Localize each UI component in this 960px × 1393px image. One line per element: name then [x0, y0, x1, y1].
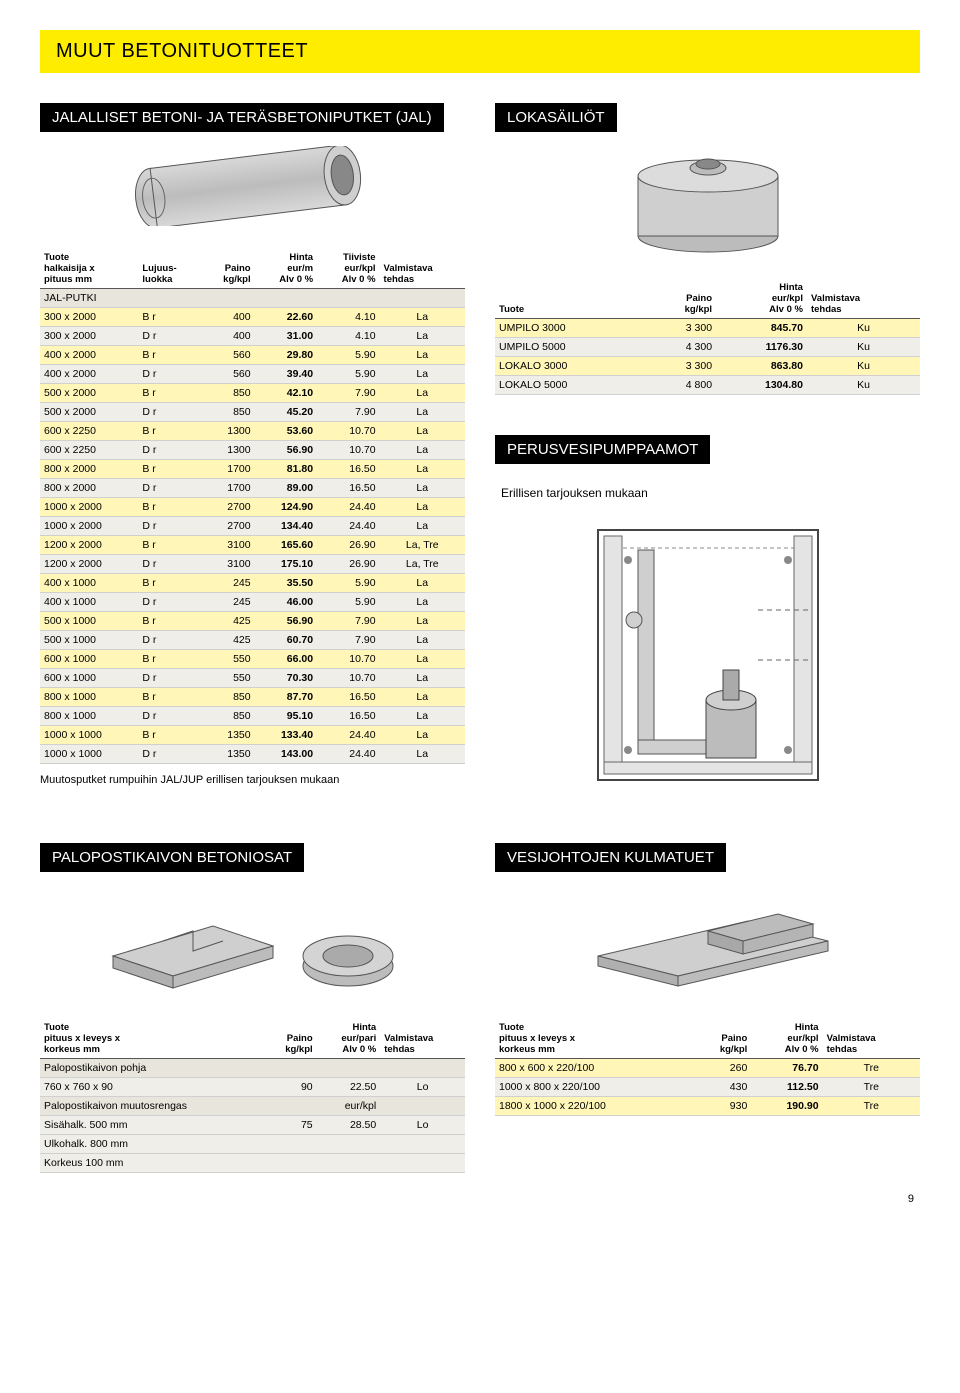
page-number: 9 [40, 1193, 920, 1205]
table-row: 600 x 2250B r130053.6010.70La [40, 422, 465, 441]
vesi-illustration [495, 886, 920, 999]
palo-th-1: Paino kg/kpl [264, 1019, 317, 1059]
pump-illustration [495, 510, 920, 803]
table-row: UMPILO 30003 300845.70Ku [495, 319, 920, 338]
palo-r2a: Sisähalk. 500 mm [40, 1116, 264, 1135]
jal-th-5: Valmistava tehdas [380, 249, 465, 289]
table-row: 800 x 600 x 220/10026076.70Tre [495, 1059, 920, 1078]
section-vesi-title: VESIJOHTOJEN KULMATUET [495, 843, 726, 872]
palo-r1-1: 90 [264, 1078, 317, 1097]
jal-group: JAL-PUTKI [40, 289, 465, 308]
table-row: 800 x 2000B r170081.8016.50La [40, 460, 465, 479]
table-row: 400 x 1000B r24535.505.90La [40, 574, 465, 593]
table-row: 1200 x 2000D r3100175.1026.90La, Tre [40, 555, 465, 574]
loka-th-2: Hinta eur/kpl Alv 0 % [716, 279, 807, 319]
pump-sub: Erillisen tarjouksen mukaan [501, 486, 920, 500]
table-row: 500 x 2000B r85042.107.90La [40, 384, 465, 403]
table-row: LOKALO 30003 300863.80Ku [495, 357, 920, 376]
loka-th-0: Tuote [495, 279, 646, 319]
palo-r1-0: 760 x 760 x 90 [40, 1078, 264, 1097]
table-row: 1000 x 800 x 220/100430112.50Tre [495, 1078, 920, 1097]
table-row: 1800 x 1000 x 220/100930190.90Tre [495, 1097, 920, 1116]
vesi-th-0: Tuote pituus x leveys x korkeus mm [495, 1019, 691, 1059]
section-loka-title: LOKASÄILIÖT [495, 103, 617, 132]
palo-r2a-t: Lo [380, 1116, 465, 1135]
table-row: 1000 x 1000B r1350133.4024.40La [40, 726, 465, 745]
palo-r2a-h: 28.50 [317, 1116, 381, 1135]
palo-r2c: Korkeus 100 mm [40, 1154, 264, 1173]
loka-th-3: Valmistava tehdas [807, 279, 920, 319]
section-palo-title: PALOPOSTIKAIVON BETONIOSAT [40, 843, 304, 872]
table-row: 600 x 1000D r55070.3010.70La [40, 669, 465, 688]
palo-r2b: Ulkohalk. 800 mm [40, 1135, 264, 1154]
table-row: 800 x 1000D r85095.1016.50La [40, 707, 465, 726]
table-row: 400 x 2000B r56029.805.90La [40, 346, 465, 365]
table-row: 1200 x 2000B r3100165.6026.90La, Tre [40, 536, 465, 555]
palo-th-3: Valmistava tehdas [380, 1019, 465, 1059]
table-row: 500 x 1000B r42556.907.90La [40, 612, 465, 631]
palo-group2: Palopostikaivon muutosrengas [40, 1097, 264, 1116]
jal-th-3: Hinta eur/m Alv 0 % [255, 249, 317, 289]
vesi-table: Tuote pituus x leveys x korkeus mm Paino… [495, 1019, 920, 1116]
table-row: 600 x 2250D r130056.9010.70La [40, 441, 465, 460]
vesi-th-1: Paino kg/kpl [691, 1019, 751, 1059]
jal-th-4: Tiiviste eur/kpl Alv 0 % [317, 249, 379, 289]
table-row: 1000 x 1000D r1350143.0024.40La [40, 745, 465, 764]
jal-th-0: Tuote halkaisija x pituus mm [40, 249, 138, 289]
table-row: 600 x 1000B r55066.0010.70La [40, 650, 465, 669]
vesi-th-3: Valmistava tehdas [823, 1019, 920, 1059]
table-row: 800 x 2000D r170089.0016.50La [40, 479, 465, 498]
page-title: MUUT BETONITUOTTEET [40, 30, 920, 73]
jal-table: Tuote halkaisija x pituus mm Lujuus- luo… [40, 249, 465, 764]
table-row: 500 x 1000D r42560.707.90La [40, 631, 465, 650]
palo-table: Tuote pituus x leveys x korkeus mm Paino… [40, 1019, 465, 1173]
table-row: 400 x 1000D r24546.005.90La [40, 593, 465, 612]
table-row: 400 x 2000D r56039.405.90La [40, 365, 465, 384]
table-row: UMPILO 50004 3001176.30Ku [495, 338, 920, 357]
table-row: 500 x 2000D r85045.207.90La [40, 403, 465, 422]
table-row: 300 x 2000B r40022.604.10La [40, 308, 465, 327]
palo-r1-3: Lo [380, 1078, 465, 1097]
jal-pipe-illustration [40, 146, 465, 229]
table-row: 800 x 1000B r85087.7016.50La [40, 688, 465, 707]
vesi-th-2: Hinta eur/kpl Alv 0 % [751, 1019, 822, 1059]
palo-r2a-p: 75 [264, 1116, 317, 1135]
palo-th-0: Tuote pituus x leveys x korkeus mm [40, 1019, 264, 1059]
palo-r1-2: 22.50 [317, 1078, 381, 1097]
palo-group1: Palopostikaivon pohja [40, 1059, 465, 1078]
jal-footnote: Muutosputket rumpuihin JAL/JUP erillisen… [40, 774, 465, 786]
loka-th-1: Paino kg/kpl [646, 279, 716, 319]
section-pump-title: PERUSVESIPUMPPAAMOT [495, 435, 710, 464]
table-row: 300 x 2000D r40031.004.10La [40, 327, 465, 346]
palo-group2-extra: eur/kpl [317, 1097, 381, 1116]
palo-th-2: Hinta eur/pari Alv 0 % [317, 1019, 381, 1059]
table-row: 1000 x 2000B r2700124.9024.40La [40, 498, 465, 517]
jal-th-1: Lujuus- luokka [138, 249, 201, 289]
loka-tank-illustration [495, 146, 920, 259]
jal-th-2: Paino kg/kpl [202, 249, 255, 289]
loka-table: Tuote Paino kg/kpl Hinta eur/kpl Alv 0 %… [495, 279, 920, 395]
table-row: LOKALO 50004 8001304.80Ku [495, 376, 920, 395]
palo-illustration [40, 886, 465, 999]
section-jal-title: JALALLISET BETONI- JA TERÄSBETONIPUTKET … [40, 103, 444, 132]
table-row: 1000 x 2000D r2700134.4024.40La [40, 517, 465, 536]
